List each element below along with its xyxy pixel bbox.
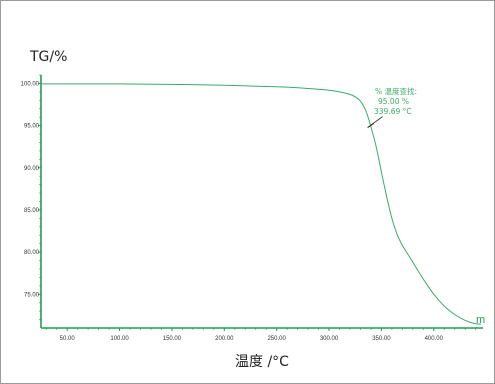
y-tick-label: 95.00: [24, 124, 40, 130]
annotation-title: % 温度查找:: [375, 86, 417, 96]
x-tick-label: 350.00: [372, 336, 391, 342]
x-tick-label: 300.00: [320, 336, 339, 342]
x-tick-label: 250.00: [267, 336, 286, 342]
x-tick-label: 100.00: [110, 336, 129, 342]
annotation-leader: [371, 116, 383, 125]
ticks-layer: 75.00 80.00 85.00 90.00 95.00 100.00 50.00 100.…: [21, 74, 477, 342]
y-tick-label: 80.00: [24, 250, 40, 256]
annotation-y-value: 95.00 %: [378, 97, 409, 106]
annotation-layer: % 温度查找:95.00 %339.69 °C m: [367, 86, 485, 326]
annotation-x-value: 339.69 °C: [374, 107, 412, 116]
series-layer: [40, 83, 481, 325]
y-tick-label: 85.00: [24, 208, 40, 214]
y-axis-title: TG/%: [29, 49, 67, 65]
x-tick-label: 50.00: [60, 336, 76, 342]
curve-end-label: m: [476, 314, 485, 326]
y-tick-label: 90.00: [24, 166, 40, 172]
x-tick-label: 400.00: [425, 336, 444, 342]
x-tick-label: 200.00: [215, 336, 234, 342]
y-tick-label: 75.00: [24, 292, 40, 298]
tg-curve: [40, 83, 481, 325]
x-tick-label: 150.00: [163, 336, 182, 342]
y-tick-label: 100.00: [21, 81, 40, 87]
x-axis-title: 温度 /°C: [235, 354, 289, 370]
